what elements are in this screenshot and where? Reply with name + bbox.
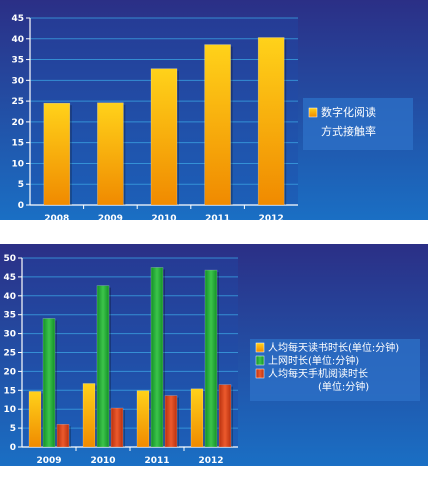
x-tick-label: 2011 — [144, 456, 169, 466]
x-tick-label: 2009 — [98, 214, 123, 220]
legend-box — [250, 339, 420, 401]
bar-1-2008 — [43, 102, 71, 206]
legend-label-2: 上网时长(单位:分钟) — [268, 354, 359, 367]
legend-label-3: 人均每天手机阅读时长 — [268, 367, 368, 380]
x-tick-label: 2008 — [44, 214, 69, 220]
y-tick-label: 0 — [10, 443, 16, 453]
legend-box — [303, 98, 413, 150]
y-tick-label: 5 — [10, 424, 16, 434]
y-tick-label: 35 — [11, 56, 24, 66]
y-tick-label: 10 — [3, 405, 16, 415]
legend-label-3: (单位:分钟) — [318, 380, 369, 393]
y-tick-label: 30 — [11, 76, 24, 86]
y-tick-label: 30 — [3, 330, 16, 340]
legend-swatch-3 — [255, 368, 265, 379]
y-tick-label: 25 — [3, 349, 16, 359]
reading-time-chart: 0 5 10 15 20 25 30 35 40 45 50 2009 2010 2011 2012 人均每天… — [0, 244, 428, 466]
reading-time-chart-svg: 0 5 10 15 20 25 30 35 40 45 50 2009 2010 2011 2012 人均每天… — [0, 244, 428, 466]
y-tick-label: 40 — [11, 35, 24, 45]
bar-1-2011 — [136, 390, 150, 448]
bar-3-2009 — [56, 424, 70, 448]
y-tick-label: 40 — [3, 292, 16, 302]
y-tick-label: 45 — [11, 14, 24, 24]
bar-1-2012 — [257, 37, 285, 206]
x-tick-label: 2011 — [205, 214, 230, 220]
bar-2-2011 — [150, 267, 164, 448]
bar-2-2010 — [96, 285, 110, 448]
legend-label-1: 方式接触率 — [321, 124, 376, 138]
bar-3-2012 — [218, 384, 232, 448]
y-tick-label: 15 — [3, 386, 16, 396]
bar-1-2011 — [204, 44, 231, 206]
y-tick-label: 35 — [3, 311, 16, 321]
y-tick-label: 10 — [11, 159, 24, 169]
y-tick-label: 20 — [11, 118, 24, 128]
y-tick-label: 45 — [3, 273, 16, 283]
x-tick-label: 2009 — [36, 456, 61, 466]
bar-1-2012 — [190, 388, 204, 448]
bar-1-2010 — [82, 383, 96, 448]
bar-2-2009 — [42, 318, 56, 448]
y-tick-label: 0 — [18, 201, 24, 211]
x-tick-label: 2012 — [198, 456, 223, 466]
legend-label-1: 人均每天读书时长(单位:分钟) — [268, 341, 399, 354]
legend-label-1: 数字化阅读 — [321, 105, 376, 119]
x-tick-label: 2010 — [151, 214, 176, 220]
y-tick-label: 50 — [3, 254, 16, 264]
y-tick-label: 20 — [3, 367, 16, 377]
x-tick-label: 2010 — [90, 456, 115, 466]
bar-3-2011 — [164, 395, 178, 448]
legend-swatch-1 — [255, 342, 265, 353]
x-tick-label: 2012 — [259, 214, 284, 220]
y-tick-label: 15 — [11, 139, 24, 149]
bar-2-2012 — [204, 269, 218, 448]
bar-1-2009 — [97, 102, 124, 206]
bar-3-2010 — [110, 407, 124, 448]
bar-1-2010 — [150, 68, 178, 206]
y-tick-label: 5 — [18, 180, 24, 190]
legend-swatch-2 — [255, 355, 265, 366]
bar-1-2009 — [28, 391, 42, 448]
reading-rate-chart: 0 5 10 15 20 25 30 35 40 45 2008 2009 2010 2011 2012 数字… — [0, 0, 428, 220]
legend-swatch-1 — [308, 107, 318, 118]
reading-rate-chart-svg: 0 5 10 15 20 25 30 35 40 45 2008 2009 2010 2011 2012 数字… — [0, 0, 428, 220]
y-tick-label: 25 — [11, 97, 24, 107]
